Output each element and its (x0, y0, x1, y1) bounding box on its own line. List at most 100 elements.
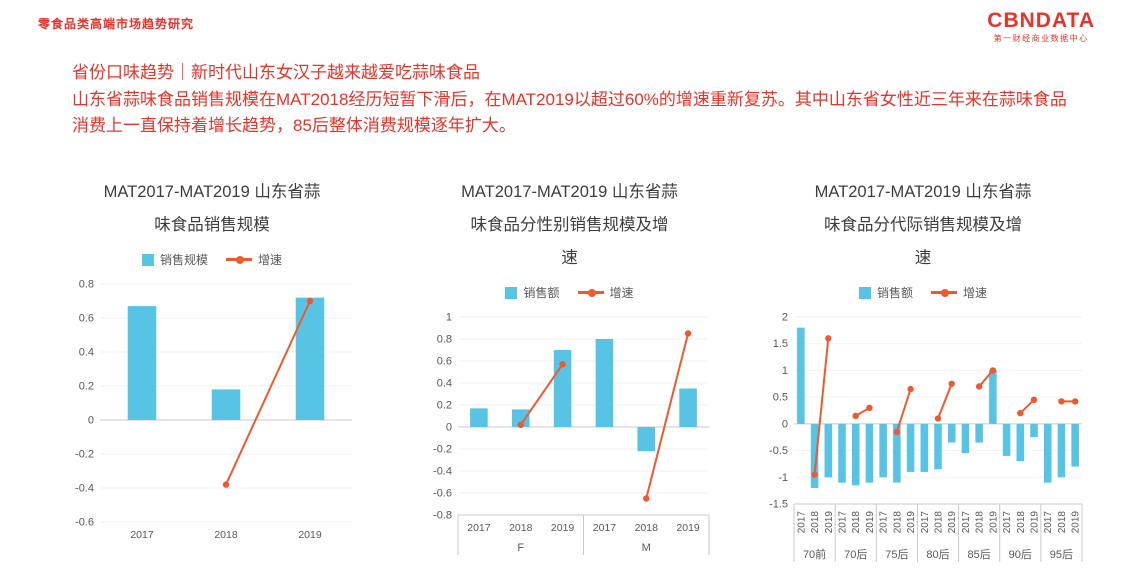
legend-item-sales: 销售额 (858, 284, 913, 301)
x-axis-label: 2019 (906, 511, 917, 534)
x-axis-label: 2018 (892, 511, 903, 534)
group-label: 90后 (1009, 548, 1032, 561)
bar (1057, 423, 1066, 478)
growth-line (937, 383, 953, 419)
cbndata-logo-text: CBNDATA (987, 9, 1095, 32)
chart-title-line: MAT2017-MAT2019 山东省蒜 (814, 183, 1032, 201)
chart-legend: 销售规模 增速 (52, 251, 372, 268)
y-axis-label: 1 (446, 312, 452, 324)
group-label: 70后 (844, 548, 867, 561)
line-marker (811, 471, 818, 478)
bar (906, 423, 915, 472)
y-axis-label: -1 (778, 472, 788, 484)
bar (975, 423, 983, 443)
chart-title-line: MAT2017-MAT2019 山东省蒜 (461, 183, 678, 201)
growth-line (978, 369, 994, 388)
bar (851, 423, 860, 486)
x-axis-label: 2019 (824, 511, 835, 534)
line-legend-marker-icon (577, 288, 604, 297)
line-marker (1071, 398, 1079, 405)
x-axis-label: 2017 (838, 511, 849, 534)
bar (989, 370, 997, 424)
line-legend-marker-icon (226, 255, 252, 264)
bar (1043, 423, 1052, 483)
chart-title-line: 味食品分代际销售规模及增 (824, 216, 1022, 234)
y-axis-label: -0.2 (433, 444, 452, 456)
bar (1071, 423, 1079, 467)
group-label: 80后 (926, 548, 949, 561)
bar (679, 388, 697, 427)
x-axis-label: 2019 (1071, 511, 1082, 534)
y-axis-label: -0.2 (75, 449, 94, 461)
bar (470, 408, 488, 427)
x-axis-label: 2019 (298, 529, 322, 541)
x-axis-label: 2017 (1043, 511, 1054, 534)
bar (824, 423, 833, 478)
line-marker (893, 428, 901, 436)
group-label: M (642, 542, 651, 554)
x-axis-label: 2018 (810, 511, 821, 534)
legend-item-growth: 增速 (931, 284, 987, 301)
line-marker (866, 404, 873, 412)
y-axis-label: 0.8 (437, 334, 452, 346)
cbndata-logo: CBNDATA 第一财经商业数据中心 (987, 10, 1095, 44)
chart-title: MAT2017-MAT2019 山东省蒜 味食品销售规模 (52, 176, 372, 242)
x-axis-label: 2017 (879, 511, 890, 534)
line-marker (852, 412, 859, 420)
bar (1002, 423, 1011, 456)
chart-gender: MAT2017-MAT2019 山东省蒜 味食品分性别销售规模及增 速 销售额 … (412, 176, 727, 559)
headline: 省份口味趋势｜新时代山东女汉子越来越爱吃蒜味食品 (72, 63, 480, 82)
bar (947, 423, 956, 443)
x-axis-label: 2017 (1002, 511, 1013, 534)
y-axis-label: -0.5 (769, 445, 788, 457)
chart-title: MAT2017-MAT2019 山东省蒜 味食品分代际销售规模及增 速 (756, 176, 1090, 275)
x-axis-label: 2019 (865, 511, 876, 534)
bar (595, 339, 614, 427)
legend-label: 销售规模 (159, 253, 208, 267)
y-axis-label: 0.4 (437, 378, 452, 390)
body-text: 山东省蒜味食品销售规模在MAT2018经历短暂下滑后，在MAT2019以超过60… (72, 90, 1067, 135)
chart-title-line: 速 (914, 249, 932, 267)
y-axis-label: 0 (782, 418, 788, 430)
y-axis-label: 0.5 (773, 392, 788, 404)
x-axis-label: 2018 (851, 511, 862, 534)
chart-title-line: 味食品销售规模 (154, 216, 270, 234)
x-axis-label: 2018 (975, 511, 986, 534)
summary-block: 省份口味趋势｜新时代山东女汉子越来越爱吃蒜味食品 山东省蒜味食品销售规模在MAT… (72, 60, 1080, 139)
group-label: F (517, 542, 524, 554)
line-marker (975, 383, 983, 390)
x-axis-label: 2018 (934, 511, 945, 534)
chart-sales-scale: MAT2017-MAT2019 山东省蒜 味食品销售规模 销售规模 增速 0.8… (52, 176, 372, 546)
x-axis-label: 2019 (988, 511, 999, 534)
legend-item-sales: 销售额 (505, 284, 560, 301)
chart-legend: 销售额 增速 (756, 284, 1090, 301)
bar (934, 423, 942, 470)
report-title: 零食品类高端市场趋势研究 (38, 17, 195, 31)
line-marker (1030, 396, 1038, 404)
x-axis-label: 2017 (593, 522, 617, 534)
line-marker (934, 415, 942, 422)
bar (511, 409, 530, 427)
bar (893, 423, 901, 483)
line-marker (306, 297, 314, 305)
chart-canvas: 1 0.8 0.6 0.4 0.2 0 -0.2 -0.4 -0.6 -0.8 2017 2018 20… (433, 312, 710, 555)
y-axis-label: -0.4 (75, 483, 94, 495)
bar-legend-swatch-icon (141, 253, 154, 266)
chart-title-line: 速 (561, 249, 578, 267)
y-axis-label: 0 (446, 422, 452, 434)
chart-plot: 1 0.8 0.6 0.4 0.2 0 -0.2 -0.4 -0.6 -0.8 2017 2018 20… (412, 311, 727, 559)
growth-line (813, 338, 830, 475)
x-axis-label: 2017 (467, 522, 491, 534)
y-axis-label: 1.5 (773, 338, 788, 350)
bar (797, 327, 805, 424)
y-axis-label: -0.6 (433, 488, 452, 500)
growth-line (895, 388, 912, 433)
x-axis-label: 2019 (1030, 511, 1041, 534)
line-marker (948, 380, 955, 387)
bar (637, 427, 656, 452)
bar-legend-swatch-icon (505, 286, 518, 299)
line-legend-marker-icon (931, 288, 957, 297)
line-marker (825, 335, 832, 342)
